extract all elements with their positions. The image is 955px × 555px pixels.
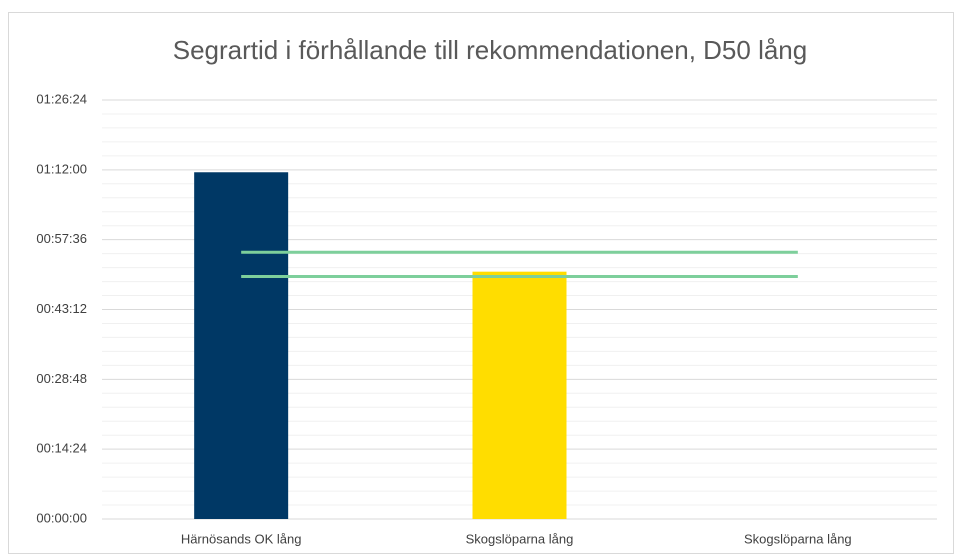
x-tick-label: Skogslöparna lång xyxy=(466,531,574,546)
x-tick-label: Härnösands OK lång xyxy=(181,531,302,546)
y-tick-label: 00:14:24 xyxy=(36,441,87,456)
bar xyxy=(194,172,289,519)
y-tick-label: 00:28:48 xyxy=(36,371,87,386)
x-tick-label: Skogslöparna lång xyxy=(744,531,852,546)
chart-title: Segrartid i förhållande till rekommendat… xyxy=(173,35,807,65)
y-tick-label: 00:00:00 xyxy=(36,510,87,525)
y-tick-label: 00:43:12 xyxy=(36,301,87,316)
y-tick-label: 00:57:36 xyxy=(36,231,87,246)
y-tick-label: 01:26:24 xyxy=(36,91,87,106)
y-tick-label: 01:12:00 xyxy=(36,161,87,176)
bar xyxy=(472,271,567,519)
